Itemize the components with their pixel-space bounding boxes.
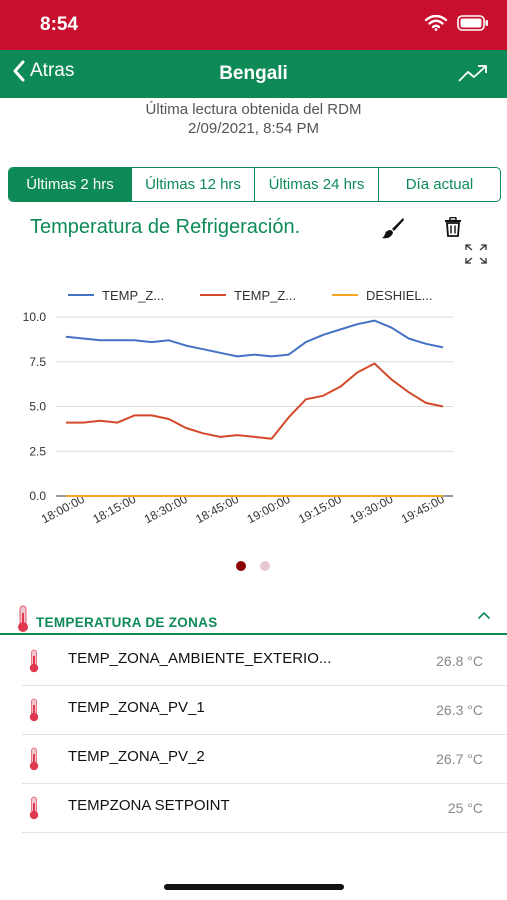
y-tick-label: 2.5 (29, 444, 46, 458)
y-tick-label: 5.0 (29, 400, 46, 414)
status-bar: 8:54 (0, 0, 507, 50)
tab-last-24-hrs[interactable]: Últimas 24 hrs (255, 168, 379, 201)
trash-icon (445, 216, 461, 237)
chevron-up-icon (478, 611, 490, 619)
legend-label: TEMP_Z... (234, 288, 296, 303)
zones-section-header[interactable]: TEMPERATURA DE ZONAS (0, 605, 507, 635)
status-icons (425, 15, 489, 31)
chevron-left-icon (13, 60, 25, 82)
page-title: Bengali (219, 63, 288, 84)
thermometer-icon (29, 698, 39, 722)
time-range-tabs: Últimas 2 hrs Últimas 12 hrs Últimas 24 … (8, 167, 501, 202)
status-time: 8:54 (40, 14, 79, 35)
zone-row[interactable]: TEMPZONA SETPOINT 25 °C (22, 784, 507, 833)
thermometer-icon (29, 796, 39, 820)
last-reading-date: 2/09/2021, 8:54 PM (188, 120, 319, 137)
section-title: TEMPERATURA DE ZONAS (36, 615, 218, 630)
chart-title: Temperatura de Refrigeración. (30, 216, 301, 238)
last-reading-info: Última lectura obtenida del RDM 2/09/202… (0, 100, 507, 138)
tab-current-day[interactable]: Día actual (405, 176, 474, 193)
series-line-1 (65, 319, 444, 358)
legend-label: DESHIEL... (366, 288, 432, 303)
legend-label: TEMP_Z... (102, 288, 164, 303)
trend-icon (458, 65, 487, 82)
page-dot-1[interactable] (236, 561, 246, 571)
zone-row[interactable]: TEMP_ZONA_AMBIENTE_EXTERIO... 26.8 °C (22, 637, 507, 686)
page-dot-2[interactable] (260, 561, 270, 571)
expand-icon (465, 244, 487, 264)
tab-last-2-hrs[interactable]: Últimas 2 hrs (9, 168, 132, 201)
y-tick-label: 10.0 (23, 310, 47, 324)
zone-name: TEMP_ZONA_PV_1 (68, 699, 205, 716)
thermometer-icon (18, 605, 28, 632)
zone-row[interactable]: TEMP_ZONA_PV_1 26.3 °C (22, 686, 507, 735)
zone-value: 26.3 °C (436, 702, 483, 718)
y-tick-label: 7.5 (29, 355, 46, 369)
trend-button[interactable] (457, 62, 489, 89)
zone-name: TEMP_ZONA_AMBIENTE_EXTERIO... (68, 650, 332, 667)
brush-button[interactable] (381, 217, 405, 244)
zone-list: TEMP_ZONA_AMBIENTE_EXTERIO... 26.8 °C TEMP… (22, 637, 507, 833)
zone-value: 26.7 °C (436, 751, 483, 767)
expand-button[interactable] (465, 244, 487, 269)
wifi-icon (425, 15, 447, 31)
page-indicator (236, 561, 270, 571)
temperature-chart: 0.02.55.07.510.018:00:00 18:15:00 18:30:00… (23, 288, 453, 526)
thermometer-icon (29, 747, 39, 771)
series-line-2 (66, 362, 444, 440)
tab-last-12-hrs[interactable]: Últimas 12 hrs (132, 168, 255, 201)
zone-value: 25 °C (447, 800, 483, 816)
zone-value: 26.8 °C (436, 653, 483, 669)
thermometer-icon (29, 649, 39, 673)
nav-bar: Atras Bengali (0, 50, 507, 98)
zone-row[interactable]: TEMP_ZONA_PV_2 26.7 °C (22, 735, 507, 784)
home-indicator[interactable] (164, 884, 344, 890)
back-button[interactable]: Atras (12, 60, 74, 82)
brush-icon (382, 218, 404, 239)
zone-name: TEMPZONA SETPOINT (68, 797, 230, 814)
trash-button[interactable] (444, 216, 462, 242)
back-label: Atras (30, 60, 75, 81)
zone-name: TEMP_ZONA_PV_2 (68, 748, 205, 765)
last-reading-label: Última lectura obtenida del RDM (145, 101, 362, 118)
y-tick-label: 0.0 (29, 489, 46, 503)
battery-icon (457, 15, 488, 31)
